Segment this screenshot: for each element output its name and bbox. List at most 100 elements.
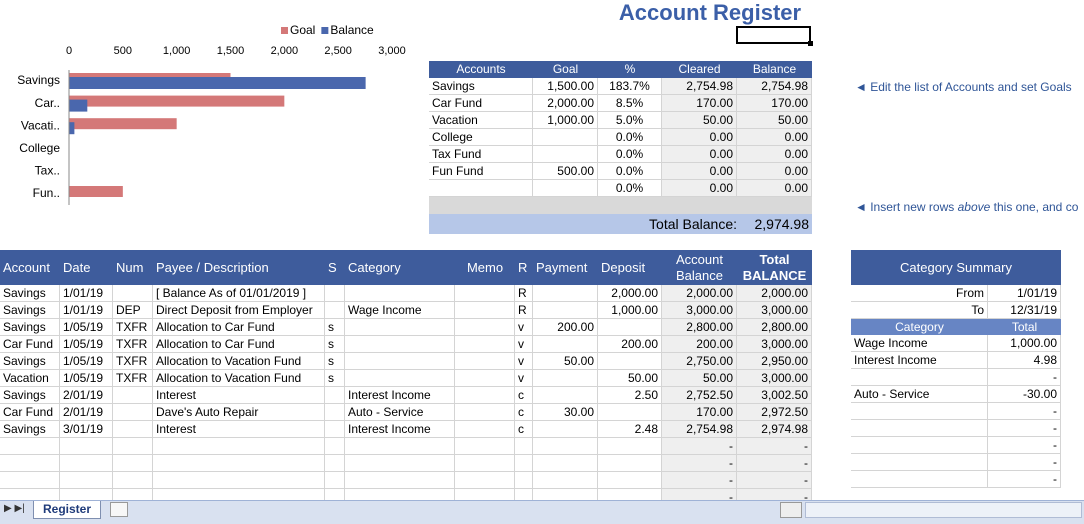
register-cell: - — [737, 455, 812, 472]
register-cell: Savings — [0, 319, 60, 336]
register-cell: 30.00 — [533, 404, 598, 421]
table-cell: 0.00 — [737, 146, 812, 163]
register-cell — [0, 472, 60, 489]
table-cell: College — [429, 129, 533, 146]
column-header: Num — [113, 250, 153, 285]
register-cell: 50.00 — [598, 370, 662, 387]
new-sheet-button[interactable] — [110, 502, 128, 517]
total-row — [429, 214, 812, 234]
scroll-left[interactable] — [780, 502, 802, 518]
register-cell: 2/01/19 — [60, 404, 113, 421]
register-cell: 200.00 — [598, 336, 662, 353]
register-cell — [325, 387, 345, 404]
register-cell: Allocation to Vacation Fund — [153, 370, 325, 387]
register-cell — [455, 302, 515, 319]
register-cell: Auto - Service — [345, 404, 455, 421]
register-cell — [345, 353, 455, 370]
legend-swatch — [321, 27, 329, 34]
from-value: 1/01/19 — [988, 285, 1061, 302]
column-header: R — [515, 250, 533, 285]
x-tick-label: 0 — [66, 45, 72, 57]
table-cell: 1,000.00 — [533, 112, 598, 129]
register-cell: 3,000.00 — [737, 302, 812, 319]
register-cell: - — [662, 472, 737, 489]
note: ◄ Insert new rows above this one, and co — [852, 199, 1084, 215]
bar — [69, 122, 75, 135]
table-cell — [429, 180, 533, 197]
bar — [69, 118, 177, 130]
y-tick-label: Vacati.. — [21, 118, 60, 132]
bar — [69, 95, 285, 107]
summary-cell: - — [988, 437, 1061, 454]
register-cell — [455, 455, 515, 472]
legend-label: Goal — [290, 23, 315, 37]
summary-cell: 1,000.00 — [988, 335, 1061, 352]
register-cell: s — [325, 319, 345, 336]
column-header: Payment — [533, 250, 598, 285]
total-value: 2,974.98 — [754, 216, 810, 232]
summary-cell: - — [988, 403, 1061, 420]
summary-cell: Wage Income — [851, 335, 988, 352]
legend-swatch — [281, 27, 288, 34]
register-cell — [60, 472, 113, 489]
table-cell: 500.00 — [533, 163, 598, 180]
summary-col-header: Total — [988, 319, 1061, 335]
register-cell — [113, 404, 153, 421]
table-cell: 0.00 — [737, 129, 812, 146]
register-cell — [455, 438, 515, 455]
table-cell — [533, 129, 598, 146]
register-cell: 3,000.00 — [662, 302, 737, 319]
table-cell: 0.00 — [662, 129, 737, 146]
sheet-tab[interactable]: Register — [33, 501, 101, 519]
register-cell: 3,000.00 — [737, 336, 812, 353]
register-cell — [153, 472, 325, 489]
register-cell — [515, 455, 533, 472]
register-cell: Interest — [153, 421, 325, 438]
register-cell — [533, 472, 598, 489]
note-text: this one, and co — [993, 200, 1079, 214]
table-cell: 0.0% — [598, 146, 662, 163]
column-header: Date — [60, 250, 113, 285]
table-cell: 0.00 — [662, 163, 737, 180]
total-label: Total Balance: — [649, 216, 737, 232]
register-cell: 2/01/19 — [60, 387, 113, 404]
register-cell — [345, 438, 455, 455]
table-cell: Savings — [429, 78, 533, 95]
table-cell: 2,754.98 — [737, 78, 812, 95]
register-cell — [345, 319, 455, 336]
register-cell — [153, 438, 325, 455]
x-tick-label: 1,500 — [217, 45, 245, 57]
table-cell: Fun Fund — [429, 163, 533, 180]
register-cell: 1/01/19 — [60, 302, 113, 319]
register-cell — [345, 336, 455, 353]
register-cell — [533, 302, 598, 319]
register-cell: Car Fund — [0, 404, 60, 421]
register-cell: R — [515, 302, 533, 319]
y-tick-label: Savings — [17, 73, 60, 87]
selected-cell[interactable] — [736, 26, 811, 44]
register-cell: [ Balance As of 01/01/2019 ] — [153, 285, 325, 302]
tab-scroll-buttons[interactable]: ▶ ▶| — [4, 503, 25, 514]
register-cell — [113, 387, 153, 404]
register-cell — [345, 285, 455, 302]
register-cell: 2,974.98 — [737, 421, 812, 438]
horizontal-scrollbar[interactable] — [805, 502, 1082, 518]
table-cell: 50.00 — [737, 112, 812, 129]
table-cell — [533, 180, 598, 197]
register-cell: 2,754.98 — [662, 421, 737, 438]
register-cell: Wage Income — [345, 302, 455, 319]
register-cell: - — [662, 438, 737, 455]
x-tick-label: 1,000 — [163, 45, 191, 57]
from-label: From — [851, 285, 988, 302]
register-cell — [515, 438, 533, 455]
table-cell: 0.00 — [737, 163, 812, 180]
table-header: Balance — [737, 61, 812, 78]
register-cell: Savings — [0, 387, 60, 404]
register-cell: 170.00 — [662, 404, 737, 421]
register-cell: Savings — [0, 353, 60, 370]
register-cell: Savings — [0, 421, 60, 438]
register-cell: Interest Income — [345, 421, 455, 438]
table-cell: 0.00 — [737, 180, 812, 197]
register-cell — [325, 285, 345, 302]
